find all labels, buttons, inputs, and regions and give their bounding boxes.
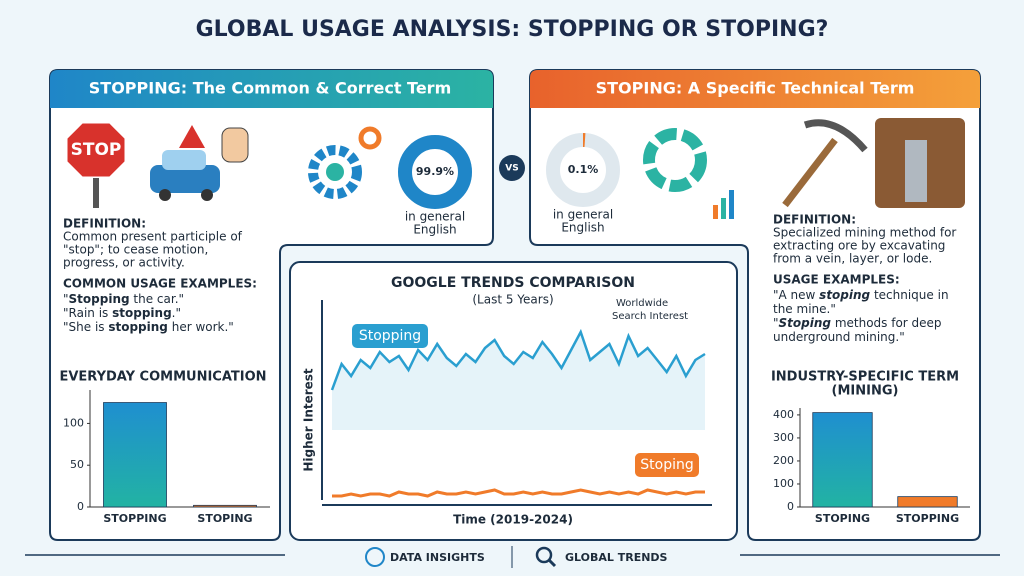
- footer-label: GLOBAL TRENDS: [565, 551, 668, 564]
- annotation: Search Interest: [612, 311, 688, 322]
- donut-label: 99.9%: [416, 165, 454, 178]
- bar: [897, 496, 958, 508]
- chart-subtitle: (Last 5 Years): [472, 293, 553, 307]
- donut-caption: in general: [553, 208, 613, 222]
- donut-right-icon: [643, 128, 734, 219]
- stop-text: STOP: [71, 140, 122, 160]
- footer-label: DATA INSIGHTS: [390, 551, 485, 564]
- examples-label: COMMON USAGE EXAMPLES:: [63, 277, 257, 291]
- example-line: "Stoping methods for deep: [773, 316, 942, 330]
- example-line: "She is stopping her work.": [63, 320, 234, 334]
- chart-title: GOOGLE TRENDS COMPARISON: [391, 275, 635, 291]
- y-tick-label: 300: [773, 431, 794, 444]
- example-part: stopping: [112, 306, 172, 320]
- area: [332, 332, 705, 430]
- donut-arc: [546, 133, 620, 207]
- definition-line: progress, or activity.: [63, 256, 185, 270]
- example-part: .": [172, 306, 181, 320]
- y-axis-label: Higher Interest: [302, 368, 316, 472]
- bar: [812, 412, 873, 508]
- legend-label: Stoping: [640, 457, 693, 473]
- example-part: her work.": [168, 320, 234, 334]
- example-part: Stopping: [69, 292, 130, 306]
- vs-badge: [499, 155, 525, 181]
- example-part: methods for deep: [831, 316, 942, 330]
- definition-label: DEFINITION:: [773, 213, 856, 227]
- x-tick-label: STOPPING: [896, 512, 959, 525]
- example-part: stoping: [819, 288, 870, 302]
- definition-label: DEFINITION:: [63, 217, 146, 231]
- definition-line: Common present participle of: [63, 230, 243, 244]
- left-header: [50, 70, 493, 108]
- example-part: "She is: [63, 320, 108, 334]
- annotation: Worldwide: [616, 298, 668, 309]
- bar-title: (MINING): [832, 384, 899, 399]
- y-tick-label: 0: [787, 500, 794, 513]
- bar: [103, 402, 167, 508]
- donut-arc: [398, 135, 472, 209]
- right-heading: STOPING: A Specific Technical Term: [596, 79, 915, 98]
- example-part: stopping: [108, 320, 168, 334]
- x-axis-label: Time (2019-2024): [453, 513, 573, 527]
- definition-line: extracting ore by excavating: [773, 239, 945, 253]
- series-callout: [352, 324, 428, 348]
- donut-caption: in general: [405, 210, 465, 224]
- example-part: the car.": [130, 292, 184, 306]
- donut-caption: English: [561, 221, 604, 235]
- x-tick-label: STOPPING: [103, 512, 166, 525]
- example-part: "Rain is: [63, 306, 112, 320]
- example-line: underground mining.": [773, 330, 905, 344]
- y-tick-label: 0: [77, 500, 84, 513]
- line: [332, 488, 705, 498]
- x-tick-label: STOPING: [197, 512, 252, 525]
- stop-icon: STOP: [64, 120, 249, 208]
- pickaxe-icon: [782, 118, 965, 208]
- example-part: technique in: [870, 288, 948, 302]
- example-line: "Stopping the car.": [63, 292, 184, 306]
- example-line: the mine.": [773, 302, 836, 316]
- y-tick-label: 200: [773, 454, 794, 467]
- right-header: [530, 70, 980, 108]
- page-title: GLOBAL USAGE ANALYSIS: STOPPING OR STOPI…: [196, 17, 829, 42]
- donut-caption: English: [413, 223, 456, 237]
- example-part: ": [63, 292, 69, 306]
- definition-line: Specialized mining method for: [773, 226, 956, 240]
- example-part: the mine.": [773, 302, 836, 316]
- vs-label: VS: [505, 164, 518, 174]
- example-line: "Rain is stopping.": [63, 306, 181, 320]
- y-tick-label: 100: [773, 477, 794, 490]
- bar-title: INDUSTRY-SPECIFIC TERM: [771, 370, 959, 385]
- examples-label: USAGE EXAMPLES:: [773, 273, 900, 287]
- example-line: "A new stoping technique in: [773, 288, 949, 302]
- bar-title: EVERYDAY COMMUNICATION: [59, 370, 266, 385]
- legend-label: Stopping: [359, 328, 421, 344]
- definition-line: "stop"; to cease motion,: [63, 243, 208, 257]
- example-part: underground mining.": [773, 330, 905, 344]
- gear-icon: [308, 126, 382, 199]
- example-part: "A new: [773, 288, 819, 302]
- x-tick-label: STOPING: [815, 512, 870, 525]
- y-tick-label: 400: [773, 408, 794, 421]
- bar: [193, 504, 257, 508]
- example-part: Stoping: [779, 316, 832, 330]
- donut-label: 0.1%: [568, 163, 599, 176]
- line: [330, 328, 706, 391]
- y-tick-label: 100: [63, 416, 84, 429]
- example-part: ": [773, 316, 779, 330]
- left-heading: STOPPING: The Common & Correct Term: [89, 79, 452, 98]
- series-callout: [635, 453, 699, 477]
- definition-line: from a vein, layer, or lode.: [773, 252, 932, 266]
- y-tick-label: 50: [70, 458, 84, 471]
- footer: [25, 546, 1000, 568]
